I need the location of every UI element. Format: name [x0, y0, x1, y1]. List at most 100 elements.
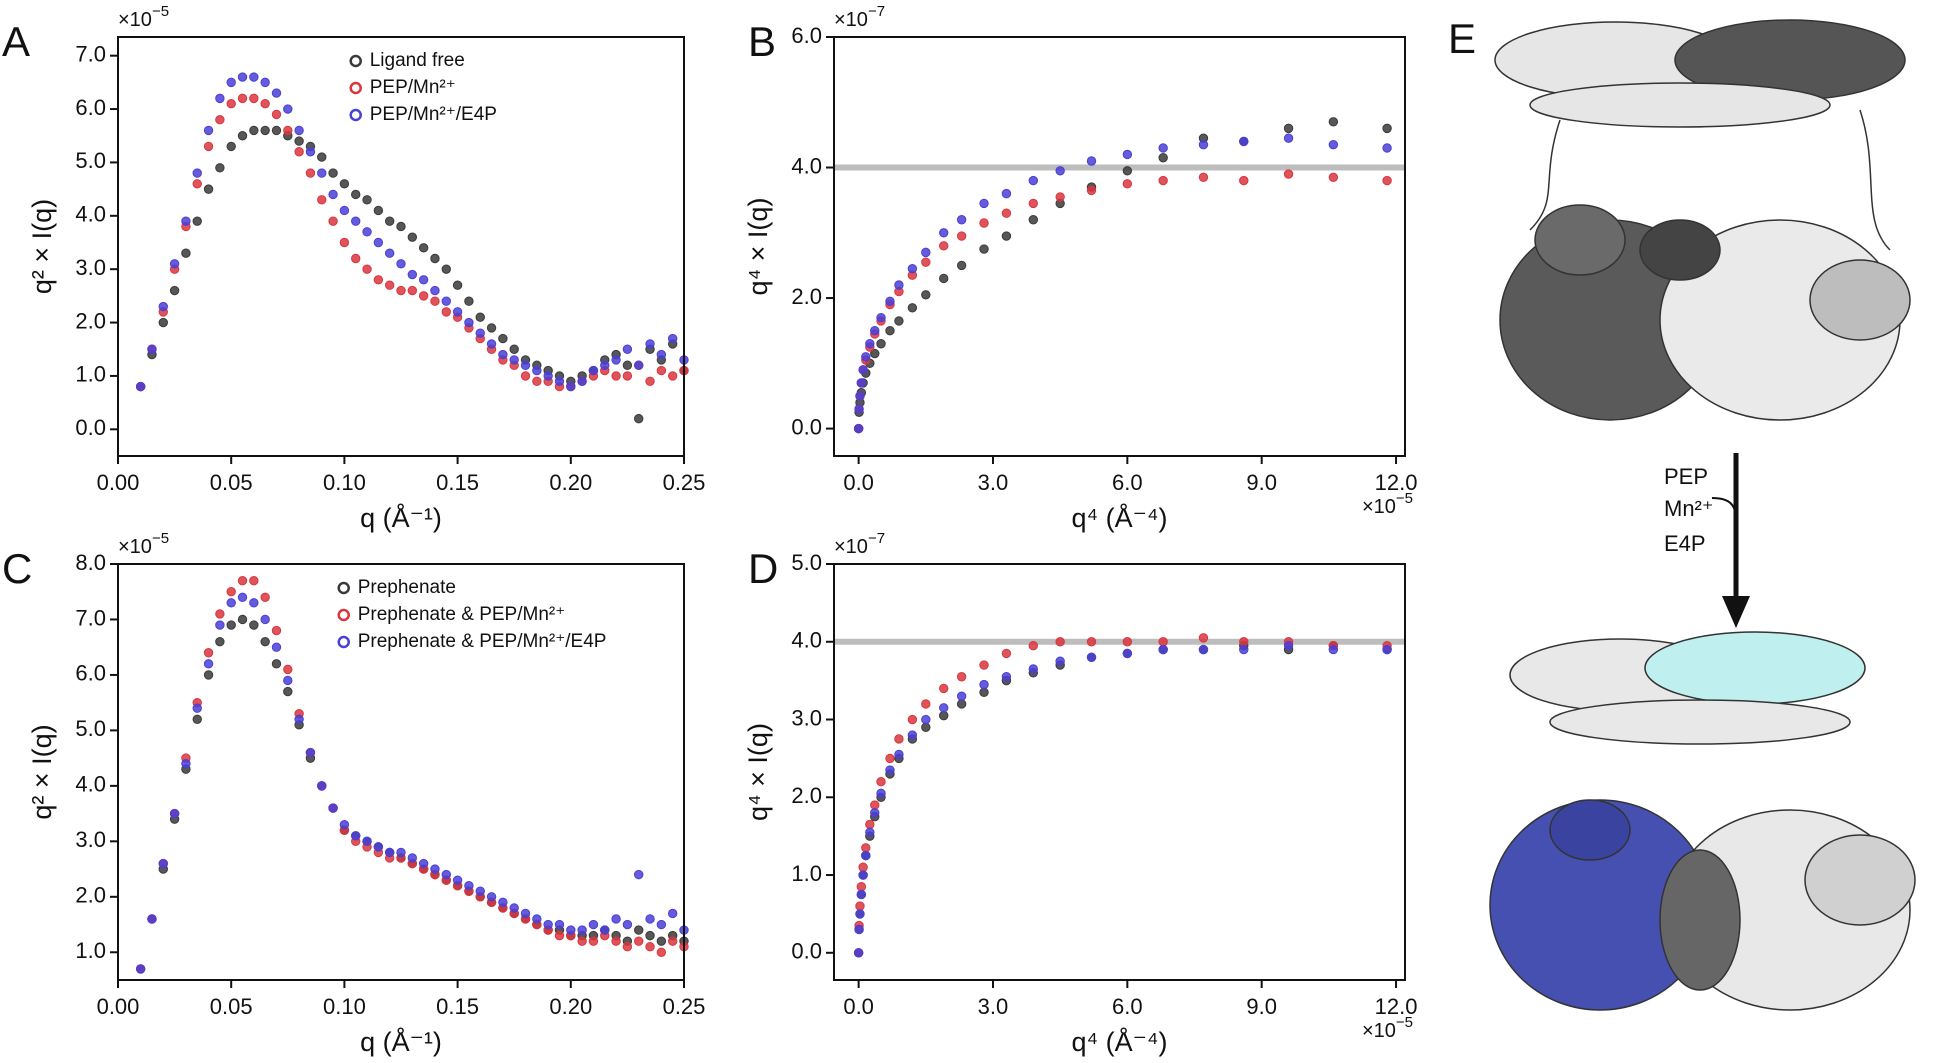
data-point: [894, 749, 904, 760]
y-axis-label: q² × I(q): [27, 199, 57, 294]
data-point: [203, 141, 214, 152]
data-point: [645, 376, 655, 386]
data-point: [203, 670, 214, 680]
data-point: [1001, 648, 1012, 659]
data-point: [858, 365, 868, 375]
x-axis-label: q⁴ (Å⁻⁴): [1072, 502, 1168, 533]
legend-label: Prephenate & PEP/Mn²⁺: [358, 604, 566, 625]
axis-multiplier: ×10−5: [1362, 1014, 1413, 1042]
x-tick-label: 9.0: [1246, 470, 1277, 495]
data-point: [271, 659, 282, 669]
data-point: [543, 919, 553, 930]
data-point: [939, 683, 949, 694]
data-point: [622, 371, 633, 381]
data-point: [1328, 139, 1339, 150]
data-point: [283, 686, 293, 697]
data-point: [645, 339, 655, 349]
y-axis-label: q² × I(q): [27, 724, 57, 819]
x-tick-label: 0.0: [843, 470, 874, 495]
data-point: [554, 919, 565, 930]
data-point: [1198, 644, 1209, 655]
y-tick-label: 1.0: [75, 938, 106, 963]
panel-label: E: [1448, 15, 1476, 62]
data-point: [1328, 117, 1339, 127]
data-point: [317, 781, 327, 791]
data-point: [939, 703, 949, 713]
data-point: [294, 714, 304, 725]
data-point: [339, 819, 350, 830]
data-point: [1382, 175, 1392, 186]
data-point: [305, 168, 316, 178]
data-point: [192, 703, 202, 713]
data-point: [396, 221, 406, 232]
data-point: [509, 903, 519, 913]
data-point: [249, 72, 259, 82]
data-point: [203, 125, 214, 136]
data-point: [611, 936, 621, 946]
data-point: [464, 296, 474, 306]
data-point: [1086, 652, 1097, 663]
data-point: [192, 216, 202, 226]
data-point: [339, 179, 350, 189]
y-tick-label: 5.0: [791, 550, 822, 575]
y-tick-label: 4.0: [75, 772, 106, 797]
data-point: [283, 675, 293, 686]
data-point: [486, 323, 497, 333]
data-point: [475, 312, 485, 322]
data-point: [317, 168, 327, 178]
data-point: [532, 376, 542, 386]
data-point: [396, 259, 406, 269]
y-tick-label: 5.0: [75, 148, 106, 173]
data-point: [317, 195, 327, 205]
panel-label: D: [748, 545, 778, 592]
legend-marker: [349, 81, 362, 95]
data-point: [226, 587, 236, 597]
data-point: [1122, 648, 1133, 659]
data-point: [979, 679, 989, 690]
data-point: [441, 869, 451, 880]
data-point: [956, 215, 967, 225]
data-point: [226, 141, 236, 152]
data-point: [475, 886, 485, 896]
data-point: [667, 936, 678, 946]
data-point: [215, 609, 225, 619]
y-tick-label: 6.0: [75, 95, 106, 120]
data-point: [907, 730, 918, 740]
data-point: [939, 241, 949, 251]
data-point: [876, 788, 886, 799]
data-point: [543, 371, 553, 381]
data-point: [249, 620, 259, 630]
data-point: [645, 930, 655, 941]
data-point: [861, 843, 871, 853]
x-tick-label: 0.05: [210, 470, 253, 495]
data-point: [894, 280, 904, 290]
data-point: [373, 842, 384, 852]
data-point: [351, 831, 361, 841]
data-point: [858, 870, 868, 880]
data-point: [939, 710, 949, 721]
multiplier-exponent: −5: [1396, 1014, 1413, 1031]
data-point: [237, 131, 248, 141]
data-point: [384, 216, 395, 226]
data-point: [249, 93, 259, 104]
multiplier-exponent: −7: [868, 3, 885, 20]
multiplier-base: ×10: [834, 536, 868, 558]
plot-frame: [833, 36, 1406, 457]
data-point: [956, 691, 967, 701]
data-point: [861, 352, 871, 362]
data-point: [577, 936, 587, 946]
data-point: [1028, 640, 1038, 651]
data-point: [870, 800, 880, 810]
data-point: [328, 216, 338, 226]
data-point: [384, 280, 395, 290]
data-point: [622, 942, 633, 952]
data-point: [861, 850, 871, 861]
data-point: [147, 344, 157, 354]
x-tick-label: 0.0: [843, 994, 874, 1019]
data-point: [283, 664, 293, 675]
data-point: [1239, 136, 1249, 147]
legend-label: PEP/Mn²⁺/E4P: [370, 104, 497, 125]
data-point: [656, 365, 667, 376]
x-tick-label: 12.0: [1375, 994, 1418, 1019]
y-tick-label: 0.0: [791, 414, 822, 439]
